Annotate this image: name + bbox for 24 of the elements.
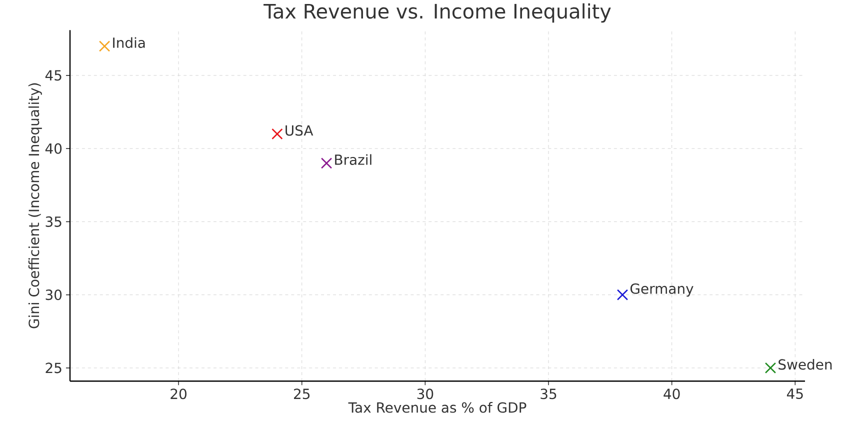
x-tick-label: 45 bbox=[786, 388, 803, 399]
x-tick-label: 25 bbox=[294, 388, 310, 400]
point bbox=[616, 289, 628, 300]
y-tick-label: 45 bbox=[45, 70, 62, 81]
point bbox=[320, 158, 332, 169]
series-label: Brazil bbox=[335, 154, 372, 165]
point bbox=[272, 128, 283, 140]
x-tick-label: 40 bbox=[664, 388, 680, 400]
x-tick-label: 30 bbox=[417, 388, 434, 400]
point bbox=[98, 40, 110, 52]
y-tick-label: 30 bbox=[46, 289, 62, 300]
series-label: Germany bbox=[630, 283, 694, 297]
series-label: Sweden bbox=[778, 358, 832, 370]
point bbox=[764, 362, 776, 374]
y-tick-label: 40 bbox=[45, 143, 62, 154]
series-label: India bbox=[113, 37, 145, 48]
x-tick-label: 35 bbox=[540, 388, 556, 400]
y-tick-label: 35 bbox=[46, 216, 62, 227]
x-axis-title: Tax Revenue as % of GDP bbox=[348, 402, 526, 413]
x-tick-label: 20 bbox=[170, 388, 186, 400]
y-axis-title: Gini Coefficient (Income Inequality) bbox=[28, 83, 42, 328]
chart-title: Tax Revenue vs. Income Inequality bbox=[264, 3, 611, 23]
series-label: USA bbox=[286, 125, 314, 136]
y-tick-label: 25 bbox=[46, 362, 62, 374]
